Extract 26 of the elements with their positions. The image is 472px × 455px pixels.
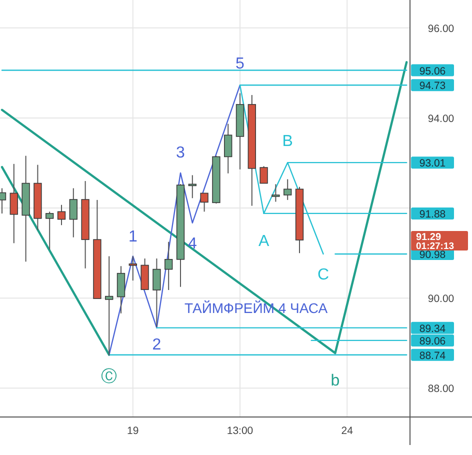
annotation: 3 [176, 144, 186, 162]
data-label: 93.01 [419, 158, 446, 170]
annotation: B [282, 133, 293, 150]
annotation: C [318, 266, 330, 284]
y-tick-label: 90.00 [428, 293, 454, 306]
data-label: 88.74 [419, 350, 446, 362]
annotation: 1 [128, 228, 138, 246]
annotation: b [330, 372, 340, 390]
data-label: 90.98 [419, 248, 446, 261]
annotation: A [258, 232, 270, 250]
data-label: 89.06 [419, 335, 446, 348]
annotation: 5 [236, 56, 245, 73]
annotation: ТАЙМФРЕЙМ 4 ЧАСА [184, 300, 328, 316]
data-label: 89.34 [419, 322, 446, 335]
x-tick-label: 24 [341, 425, 354, 437]
data-label: 95.06 [419, 65, 446, 78]
y-tick-label: 88.00 [428, 383, 454, 396]
annotation: 2 [152, 336, 162, 354]
data-label: 94.73 [419, 80, 446, 92]
text: 91.29 [416, 232, 442, 244]
data-label: 91.88 [419, 208, 446, 220]
x-tick-label: 19 [127, 425, 139, 437]
annotation: Ⓒ [101, 367, 118, 386]
y-tick-label: 94.00 [428, 112, 454, 125]
x-tick-label: 13:00 [226, 425, 254, 437]
y-tick-label: 96.00 [428, 22, 454, 35]
